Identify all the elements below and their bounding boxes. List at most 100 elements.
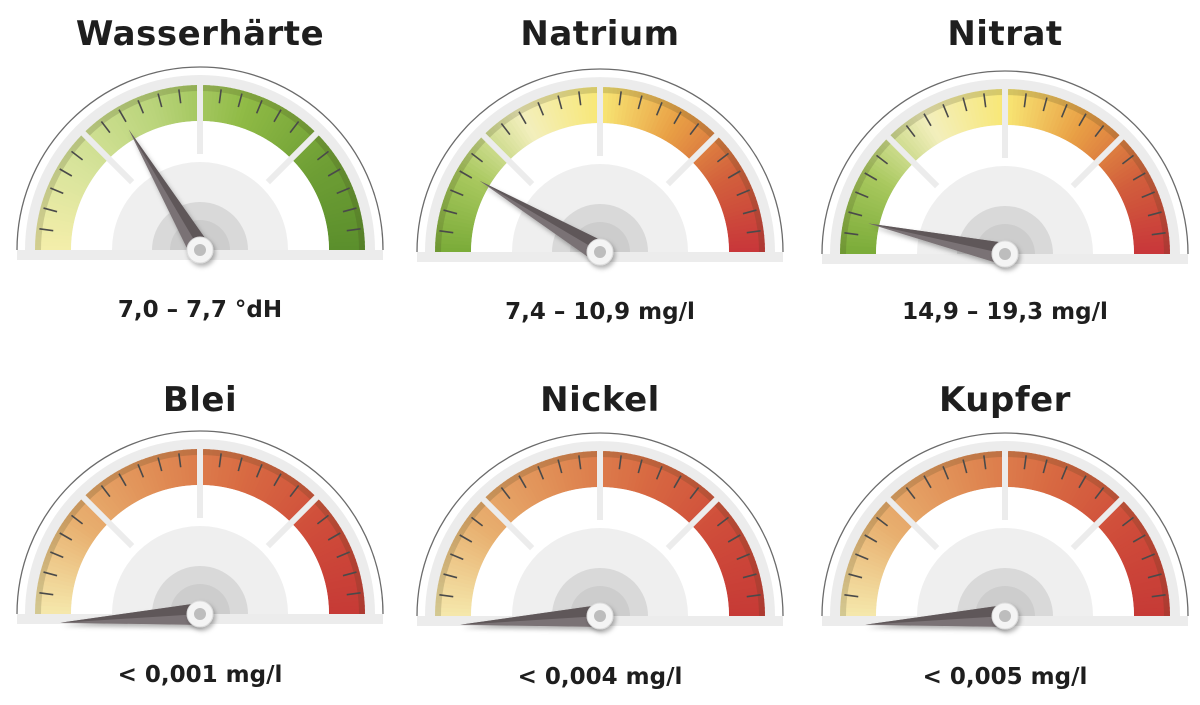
gauge-minor-tick xyxy=(439,230,454,234)
gauge-color-segment xyxy=(1098,140,1129,169)
gauge-color-segment xyxy=(1114,167,1149,191)
gauge-color-segment xyxy=(236,91,253,128)
gauge-minor-tick xyxy=(942,104,950,118)
gauge-color-segment xyxy=(517,470,540,505)
gauge-color-segment xyxy=(1103,508,1134,536)
gauge-minor-tick xyxy=(923,113,932,127)
gauge-color-segment xyxy=(320,554,356,572)
gauge-color-segment xyxy=(451,176,486,197)
gauge-color-segment xyxy=(1131,223,1169,235)
gauge-color-segment xyxy=(89,123,117,155)
gauge-color-segment xyxy=(281,485,309,517)
gauge-color-segment xyxy=(461,521,495,546)
gauge-color-segment xyxy=(513,108,537,143)
gauge-color-segment xyxy=(69,145,101,172)
gauge-color-segment xyxy=(1131,219,1168,232)
gauge-color-segment xyxy=(469,511,501,538)
gauge-minor-tick xyxy=(962,459,968,474)
gauge-color-segment xyxy=(157,453,171,490)
gauge-color-segment xyxy=(525,466,546,502)
gauge-color-segment xyxy=(1080,482,1107,515)
gauge-color-segment xyxy=(1080,120,1107,153)
gauge-minor-tick xyxy=(1132,534,1146,543)
gauge-color-segment xyxy=(249,97,269,133)
gauge-color-segment xyxy=(544,94,561,131)
gauge-color-segment xyxy=(708,526,742,550)
gauge-minor-tick xyxy=(327,168,341,177)
gauge-color-segment xyxy=(452,172,488,194)
gauge-color-segment xyxy=(842,584,879,596)
gauge-color-segment xyxy=(125,100,146,136)
gauge-minor-tick xyxy=(450,553,464,561)
gauge-color-segment xyxy=(709,165,744,189)
gauge-color-segment xyxy=(616,452,627,489)
gauge-color-segment xyxy=(620,453,632,490)
gauge-minor-tick xyxy=(459,170,473,179)
gauge-color-segment xyxy=(1132,594,1170,604)
gauge-color-segment xyxy=(1078,118,1103,151)
gauge-color-segment xyxy=(681,123,709,155)
gauge-minor-tick xyxy=(118,109,127,123)
gauge-minor-tick xyxy=(578,91,582,106)
gauge-color-segment xyxy=(316,178,352,199)
gauge-minor-tick xyxy=(157,457,163,472)
gauge-color-segment xyxy=(489,489,517,521)
gauge-color-segment xyxy=(639,459,657,495)
gauge-color-segment xyxy=(974,90,986,128)
gauge-color-segment xyxy=(471,143,503,171)
gauge-color-segment xyxy=(1063,468,1085,504)
gauge-minor-tick xyxy=(557,459,563,474)
gauge-minor-tick xyxy=(537,466,545,480)
gauge-minor-tick xyxy=(962,97,968,112)
gauge-color-segment xyxy=(922,470,945,505)
gauge-major-divider xyxy=(479,131,535,187)
gauge-color-segment xyxy=(720,192,756,210)
gauge-color-segment xyxy=(862,528,896,552)
gauge-color-segment xyxy=(693,138,724,167)
gauge-color-segment xyxy=(444,191,480,209)
gauge-color-segment xyxy=(1038,94,1053,131)
gauge-color-segment xyxy=(96,482,123,514)
gauge-needle xyxy=(479,180,606,262)
gauge-color-segment xyxy=(918,472,942,507)
gauge-color-segment xyxy=(1132,232,1170,242)
gauge-color-segment xyxy=(489,125,517,157)
gauge-color-segment xyxy=(882,139,913,168)
gauge-minor-tick xyxy=(443,209,458,215)
gauge-minor-tick xyxy=(289,120,300,134)
gauge-minor-tick xyxy=(1023,455,1027,470)
gauge-color-segment xyxy=(897,487,925,518)
gauge-color-segment xyxy=(503,115,528,148)
gauge-color-segment xyxy=(1125,194,1161,212)
gauge-minor-tick xyxy=(1141,553,1155,561)
gauge-color-segment xyxy=(264,107,288,141)
gauge-color-segment xyxy=(857,536,893,558)
gauge-color-segment xyxy=(876,507,908,535)
gauge-minor-tick xyxy=(342,207,357,213)
gauge-color-segment xyxy=(322,199,359,215)
gauge-title: Nitrat xyxy=(947,14,1063,54)
gauge-color-segment xyxy=(300,146,332,173)
gauge-color-segment xyxy=(437,216,475,229)
gauge-minor-tick xyxy=(1078,113,1087,127)
gauge-color-segment xyxy=(49,177,84,198)
gauge-color-segment xyxy=(1021,90,1032,127)
gauge-color-segment xyxy=(695,505,727,533)
gauge-color-segment xyxy=(243,458,261,494)
gauge-color-segment xyxy=(267,473,291,507)
gauge-minor-tick xyxy=(983,93,987,108)
gauge-color-segment xyxy=(278,483,305,515)
gauge-color-segment xyxy=(110,108,134,142)
gauge xyxy=(16,66,384,264)
gauge-color-segment xyxy=(962,455,976,492)
gauge-color-segment xyxy=(930,104,951,140)
gauge-color-segment xyxy=(474,504,505,533)
gauge-minor-tick xyxy=(39,228,54,232)
gauge-color-segment xyxy=(856,178,891,199)
gauge-minor-tick xyxy=(518,111,527,125)
gauge-color-segment xyxy=(1078,480,1103,513)
gauge-color-segment xyxy=(466,150,499,177)
gauge-minor-tick xyxy=(1147,211,1162,217)
gauge-minor-tick xyxy=(327,532,341,541)
gauge-color-segment xyxy=(506,112,531,146)
